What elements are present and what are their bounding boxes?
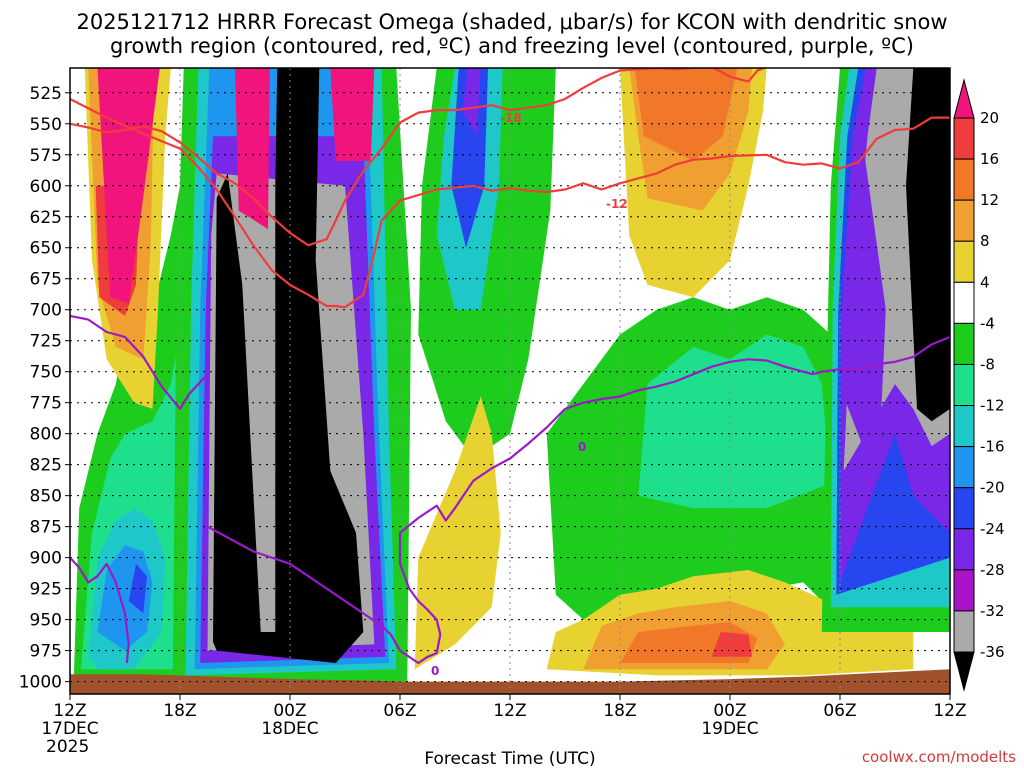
colorbar-bin-9 bbox=[953, 446, 975, 489]
y-tick-label-575: 575 bbox=[30, 146, 62, 166]
y-tick-label-600: 600 bbox=[30, 177, 62, 197]
omega-region-teal-left bbox=[81, 68, 204, 670]
colorbar-bin-12 bbox=[953, 569, 975, 612]
x-axis-label: Forecast Time (UTC) bbox=[424, 749, 595, 768]
contour-label-minus18: -18 bbox=[500, 111, 522, 125]
x-tick-label-6: 18Z bbox=[163, 701, 196, 721]
omega-region-yellow-mid bbox=[414, 396, 501, 670]
y-tick-label-825: 825 bbox=[30, 456, 62, 476]
x-tick-label-36: 00Z bbox=[713, 701, 746, 721]
chart-title-line-1: 2025121712 HRRR Forecast Omega (shaded, … bbox=[76, 10, 947, 34]
colorbar-bin-bottom bbox=[953, 651, 975, 692]
y-tick-label-700: 700 bbox=[30, 301, 62, 321]
colorbar-bin-2 bbox=[953, 158, 975, 201]
y-tick-label-775: 775 bbox=[30, 394, 62, 414]
y-tick-label-750: 750 bbox=[30, 363, 62, 383]
colorbar-label-8: -16 bbox=[980, 438, 1005, 456]
colorbar-label-0: 20 bbox=[980, 109, 999, 127]
colorbar-bin-7 bbox=[953, 363, 975, 407]
contour-label-zero-upper: 0 bbox=[578, 440, 586, 454]
omega-region-black-main bbox=[213, 68, 364, 663]
colorbar-label-3: 8 bbox=[980, 232, 990, 250]
credit-link[interactable]: coolwx.com/modelts bbox=[862, 748, 1016, 766]
y-tick-label-900: 900 bbox=[30, 549, 62, 569]
y-tick-label-675: 675 bbox=[30, 270, 62, 290]
pressure-axis: 525 550 575 600 625 650 675 700 725 750 775 800 825 8… bbox=[19, 84, 70, 693]
x-tick-label-12: 00Z bbox=[273, 701, 306, 721]
y-tick-label-800: 800 bbox=[30, 425, 62, 445]
contour-line-3 bbox=[70, 556, 130, 664]
colorbar-label-10: -24 bbox=[980, 520, 1005, 538]
colorbar-bin-10 bbox=[953, 487, 975, 530]
contour-line-1 bbox=[70, 98, 950, 309]
omega-region-deepblue-left bbox=[128, 563, 147, 614]
colorbar-bin-4 bbox=[953, 240, 975, 283]
omega-region-magenta-center bbox=[235, 68, 270, 230]
y-tick-label-950: 950 bbox=[30, 611, 62, 631]
x-tick-label-30: 18Z bbox=[603, 701, 636, 721]
colorbar-label-12: -32 bbox=[980, 602, 1005, 620]
colorbar-label-9: -20 bbox=[980, 479, 1005, 497]
x-tick-date-36: 19DEC bbox=[701, 719, 758, 739]
colorbar-label-7: -12 bbox=[980, 397, 1005, 415]
omega-shaded-field bbox=[73, 68, 950, 682]
colorbar-label-13: -36 bbox=[980, 643, 1005, 661]
colorbar: 20 16 12 8 4 -4 -8 -12 -16 -20 -24 -28 -32 -36 bbox=[953, 78, 1005, 692]
colorbar-label-4: 4 bbox=[980, 273, 990, 291]
omega-region-deeporange-upperright bbox=[634, 68, 738, 161]
y-tick-label-625: 625 bbox=[30, 208, 62, 228]
colorbar-label-11: -28 bbox=[980, 561, 1005, 579]
y-tick-label-975: 975 bbox=[30, 642, 62, 662]
y-tick-label-1000: 1000 bbox=[19, 673, 62, 693]
y-tick-label-875: 875 bbox=[30, 518, 62, 538]
omega-region-violet-mid bbox=[462, 68, 481, 137]
colorbar-label-6: -8 bbox=[980, 355, 995, 373]
y-tick-label-650: 650 bbox=[30, 239, 62, 259]
contour-label-minus12: -12 bbox=[606, 197, 628, 211]
y-tick-label-925: 925 bbox=[30, 580, 62, 600]
y-tick-label-550: 550 bbox=[30, 115, 62, 135]
colorbar-bin-6 bbox=[953, 322, 975, 365]
omega-region-black-farright bbox=[906, 68, 950, 422]
y-tick-label-725: 725 bbox=[30, 332, 62, 352]
x-tick-date-12: 18DEC bbox=[261, 719, 318, 739]
y-tick-label-850: 850 bbox=[30, 487, 62, 507]
colorbar-bin-5 bbox=[953, 281, 975, 324]
contour-labels: -18 -12 0 0 bbox=[431, 111, 628, 678]
colorbar-label-1: 16 bbox=[980, 150, 999, 168]
colorbar-bin-13 bbox=[953, 610, 975, 653]
temperature-contours bbox=[70, 68, 950, 665]
colorbar-label-5: -4 bbox=[980, 314, 995, 332]
x-tick-label-48: 12Z bbox=[933, 701, 966, 721]
x-tick-label-24: 12Z bbox=[493, 701, 526, 721]
x-tick-year-0: 2025 bbox=[46, 737, 89, 757]
colorbar-bin-11 bbox=[953, 528, 975, 571]
contour-line-4 bbox=[206, 335, 950, 665]
colorbar-bin-1 bbox=[953, 117, 975, 160]
x-tick-date-0: 17DEC bbox=[41, 719, 98, 739]
colorbar-bin-3 bbox=[953, 199, 975, 242]
omega-region-magenta-upper bbox=[330, 68, 375, 161]
colorbar-bin-8 bbox=[953, 405, 975, 448]
contour-line-2 bbox=[70, 314, 209, 410]
x-tick-label-18: 06Z bbox=[383, 701, 416, 721]
chart-title-line-2: growth region (contoured, red, ºC) and f… bbox=[110, 34, 914, 58]
colorbar-label-2: 12 bbox=[980, 191, 999, 209]
contour-label-zero-lower: 0 bbox=[431, 664, 439, 678]
x-tick-label-42: 06Z bbox=[823, 701, 856, 721]
x-tick-label-0: 12Z bbox=[53, 701, 86, 721]
y-tick-label-525: 525 bbox=[30, 84, 62, 104]
omega-region-deepblue-mid bbox=[451, 68, 488, 248]
